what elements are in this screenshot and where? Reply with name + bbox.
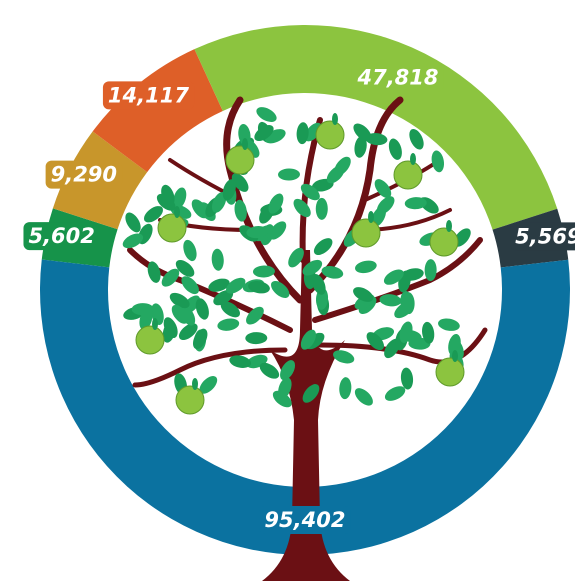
apple — [394, 161, 422, 189]
leaf — [352, 385, 376, 409]
apple — [136, 326, 164, 354]
apple-leaf — [368, 211, 374, 223]
apple — [158, 214, 186, 242]
apple — [316, 121, 344, 149]
leaf — [181, 238, 199, 263]
apple — [430, 228, 458, 256]
chart: 5,602 9,290 14,117 47,818 5,569 95,402 — [0, 0, 575, 581]
value-label: 47,818 — [356, 66, 438, 90]
apple-leaf — [410, 153, 416, 165]
apple — [226, 146, 254, 174]
apple-leaf — [192, 378, 198, 390]
value-label: 5,569 — [515, 224, 575, 248]
apple-leaf — [446, 220, 452, 232]
leaf — [339, 377, 353, 400]
leaf — [354, 259, 378, 275]
leaf — [296, 122, 310, 145]
value-label: 95,402 — [264, 508, 345, 532]
leaf — [437, 317, 461, 333]
apple-leaf — [152, 318, 158, 330]
apple — [436, 358, 464, 386]
value-label: 5,602 — [28, 224, 94, 248]
apple — [176, 386, 204, 414]
leaf — [216, 317, 240, 332]
leaf — [211, 248, 225, 271]
apple-leaf — [332, 113, 338, 125]
leaf — [311, 235, 336, 258]
value-label: 14,117 — [108, 83, 189, 107]
leaf — [430, 149, 446, 173]
apple-leaf — [242, 138, 248, 150]
leaf — [387, 137, 405, 161]
donut-segment — [194, 25, 557, 230]
leaf — [316, 198, 328, 220]
leaf — [254, 104, 279, 125]
apple-leaf — [452, 350, 458, 362]
value-label: 9,290 — [51, 163, 117, 187]
leaf — [245, 332, 267, 344]
apple-leaf — [174, 206, 180, 218]
leaf — [278, 168, 300, 180]
apple — [352, 219, 380, 247]
